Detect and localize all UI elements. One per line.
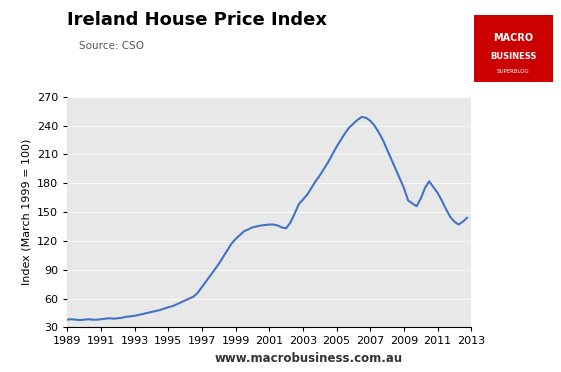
Text: SUPERBLOG: SUPERBLOG — [497, 69, 530, 74]
Text: BUSINESS: BUSINESS — [490, 52, 536, 61]
Text: MACRO: MACRO — [493, 33, 534, 43]
Text: www.macrobusiness.com.au: www.macrobusiness.com.au — [214, 352, 403, 365]
Text: Source: CSO: Source: CSO — [79, 41, 144, 51]
Y-axis label: Index (March 1999 = 100): Index (March 1999 = 100) — [21, 139, 31, 285]
Text: Ireland House Price Index: Ireland House Price Index — [67, 11, 327, 29]
